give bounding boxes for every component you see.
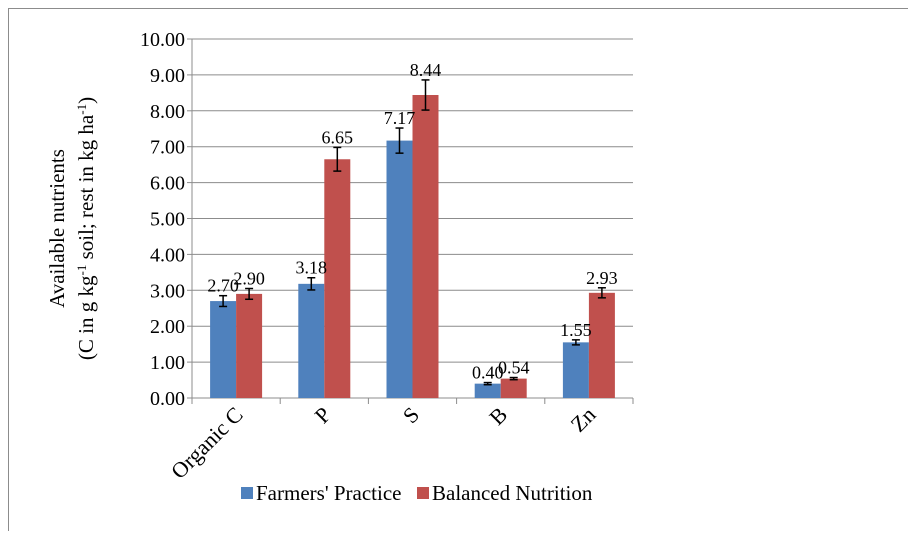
bar [500, 378, 527, 398]
y-axis-title-line1: Available nutrients [45, 149, 69, 308]
legend-swatch [241, 487, 253, 499]
bar [474, 383, 501, 398]
y-tick-label: 2.00 [150, 316, 185, 338]
title-segment: (C in g kg [74, 275, 98, 360]
title-segment: soil; rest in kg ha [74, 114, 98, 265]
y-tick-label: 8.00 [150, 101, 185, 123]
y-axis-title: Available nutrients(C in g kg-1 soil; re… [45, 97, 98, 360]
y-tick-label: 9.00 [150, 65, 185, 87]
chart-frame: 0.00 1.00 2.00 3.00 4.00 5.00 6.00 7.00 8.00 9.00… [8, 8, 908, 531]
y-tick-label: 10.00 [140, 29, 185, 51]
legend-label: Balanced Nutrition [432, 481, 593, 505]
y-tick-label: 7.00 [150, 137, 185, 159]
superscript: -1 [74, 104, 89, 115]
data-labels: 2.70 3.18 7.17 0.40 1.55 2.90 6.65 8.44 0.54 2.93 [207, 60, 617, 383]
bar [386, 140, 413, 399]
x-tick-label: P [309, 402, 335, 428]
legend-swatch [417, 487, 429, 499]
bars [210, 79, 615, 399]
x-tick-label: B [484, 402, 512, 430]
y-axis-title-line2: (C in g kg-1 soil; rest in kg ha-1) [74, 97, 99, 360]
data-label: 6.65 [322, 127, 354, 147]
bar [562, 342, 589, 398]
data-label: 2.90 [233, 269, 265, 289]
data-label: 3.18 [296, 258, 328, 278]
data-label: 0.54 [498, 358, 530, 378]
x-tick-label: S [398, 402, 424, 428]
y-tick-label: 1.00 [150, 352, 185, 374]
data-label: 2.93 [586, 268, 618, 288]
bar [324, 159, 351, 398]
y-tick-label: 6.00 [150, 173, 185, 195]
nutrient-bar-chart: 0.00 1.00 2.00 3.00 4.00 5.00 6.00 7.00 8.00 9.00… [45, 29, 634, 505]
x-tick-label: Organic C [166, 402, 248, 484]
y-tick-label: 0.00 [150, 388, 185, 410]
y-tick-label: 5.00 [150, 209, 185, 231]
legend-label: Farmers' Practice [256, 481, 401, 505]
bar [298, 283, 325, 398]
y-tick-label: 4.00 [150, 244, 185, 266]
data-label: 0.40 [472, 363, 504, 383]
x-tick-label: Zn [565, 402, 600, 437]
data-label: 2.70 [207, 276, 239, 296]
bar [588, 292, 615, 398]
data-label: 8.44 [410, 60, 442, 80]
data-label: 1.55 [560, 320, 592, 340]
title-segment: ) [74, 97, 98, 104]
bar [412, 95, 439, 398]
data-label: 7.17 [384, 108, 416, 128]
legend: Farmers' Practice Balanced Nutrition [241, 481, 593, 505]
bar [236, 293, 263, 398]
superscript: -1 [74, 265, 89, 276]
y-tick-label: 3.00 [150, 280, 185, 302]
bar [210, 301, 237, 398]
